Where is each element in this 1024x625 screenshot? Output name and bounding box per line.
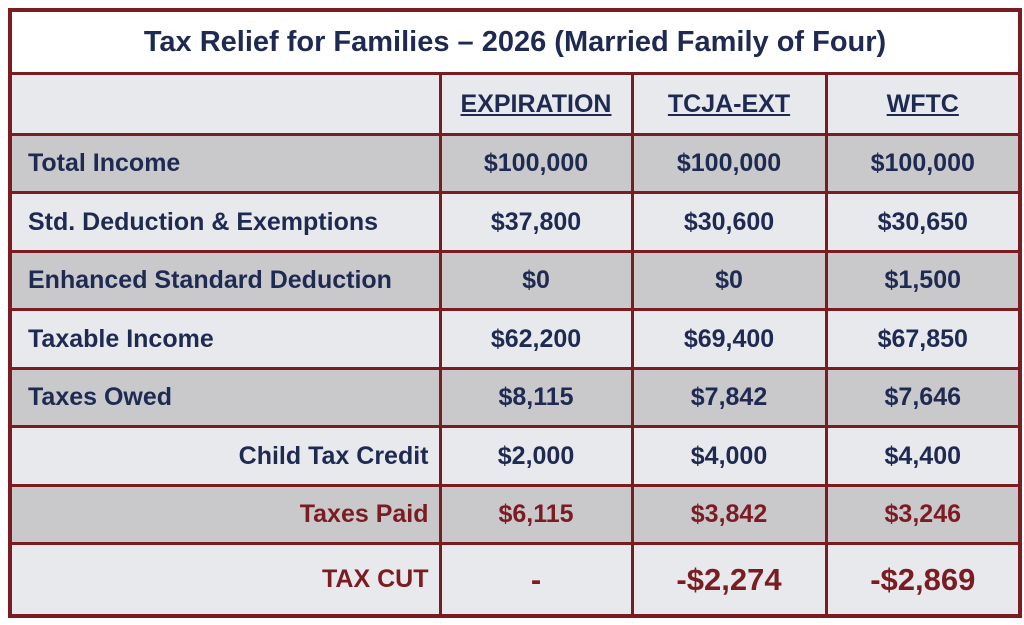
row: Taxes Paid $6,115 $3,842 $3,246 <box>8 483 1022 546</box>
cell: -$2,274 <box>630 542 828 618</box>
cell: $69,400 <box>630 308 828 370</box>
row-label: Child Tax Credit <box>8 425 442 487</box>
header-blank <box>8 72 442 136</box>
row: Total Income $100,000 $100,000 $100,000 <box>8 132 1022 195</box>
cell: $100,000 <box>438 132 634 195</box>
cell: $3,246 <box>824 483 1022 546</box>
table-title: Tax Relief for Families – 2026 (Married … <box>8 8 1022 75</box>
title-row: Tax Relief for Families – 2026 (Married … <box>8 8 1022 75</box>
cell: $7,842 <box>630 366 828 429</box>
row-label: Std. Deduction & Exemptions <box>8 191 442 253</box>
column-header: EXPIRATION <box>460 89 612 118</box>
row: TAX CUT - -$2,274 -$2,869 <box>8 542 1022 618</box>
header-row: EXPIRATION TCJA-EXT WFTC <box>8 72 1022 136</box>
row-label: Enhanced Standard Deduction <box>8 249 442 312</box>
cell: $100,000 <box>630 132 828 195</box>
cell: $100,000 <box>824 132 1022 195</box>
cell: $0 <box>630 249 828 312</box>
row-label: Taxable Income <box>8 308 442 370</box>
cell: $30,600 <box>630 191 828 253</box>
cell: $6,115 <box>438 483 634 546</box>
row: Enhanced Standard Deduction $0 $0 $1,500 <box>8 249 1022 312</box>
cell: $8,115 <box>438 366 634 429</box>
row-label: Total Income <box>8 132 442 195</box>
row: Taxes Owed $8,115 $7,842 $7,646 <box>8 366 1022 429</box>
cell: $30,650 <box>824 191 1022 253</box>
row-label: Taxes Owed <box>8 366 442 429</box>
tax-table: Tax Relief for Families – 2026 (Married … <box>8 8 1023 618</box>
cell: $2,000 <box>438 425 634 487</box>
cell: $4,400 <box>824 425 1022 487</box>
cell: $4,000 <box>630 425 828 487</box>
row: Child Tax Credit $2,000 $4,000 $4,400 <box>8 425 1022 487</box>
column-header-cell: TCJA-EXT <box>630 72 828 136</box>
cell: $1,500 <box>824 249 1022 312</box>
cell: $3,842 <box>630 483 828 546</box>
column-header: WFTC <box>886 89 959 118</box>
row: Std. Deduction & Exemptions $37,800 $30,60… <box>8 191 1022 253</box>
cell: $62,200 <box>438 308 634 370</box>
column-header-cell: WFTC <box>824 72 1022 136</box>
cell: -$2,869 <box>824 542 1022 618</box>
column-header-cell: EXPIRATION <box>438 72 634 136</box>
cell: - <box>438 542 634 618</box>
cell: $67,850 <box>824 308 1022 370</box>
row: Taxable Income $62,200 $69,400 $67,850 <box>8 308 1022 370</box>
row-label: TAX CUT <box>8 542 442 618</box>
column-header: TCJA-EXT <box>667 89 791 118</box>
cell: $0 <box>438 249 634 312</box>
cell: $37,800 <box>438 191 634 253</box>
cell: $7,646 <box>824 366 1022 429</box>
row-label: Taxes Paid <box>8 483 442 546</box>
